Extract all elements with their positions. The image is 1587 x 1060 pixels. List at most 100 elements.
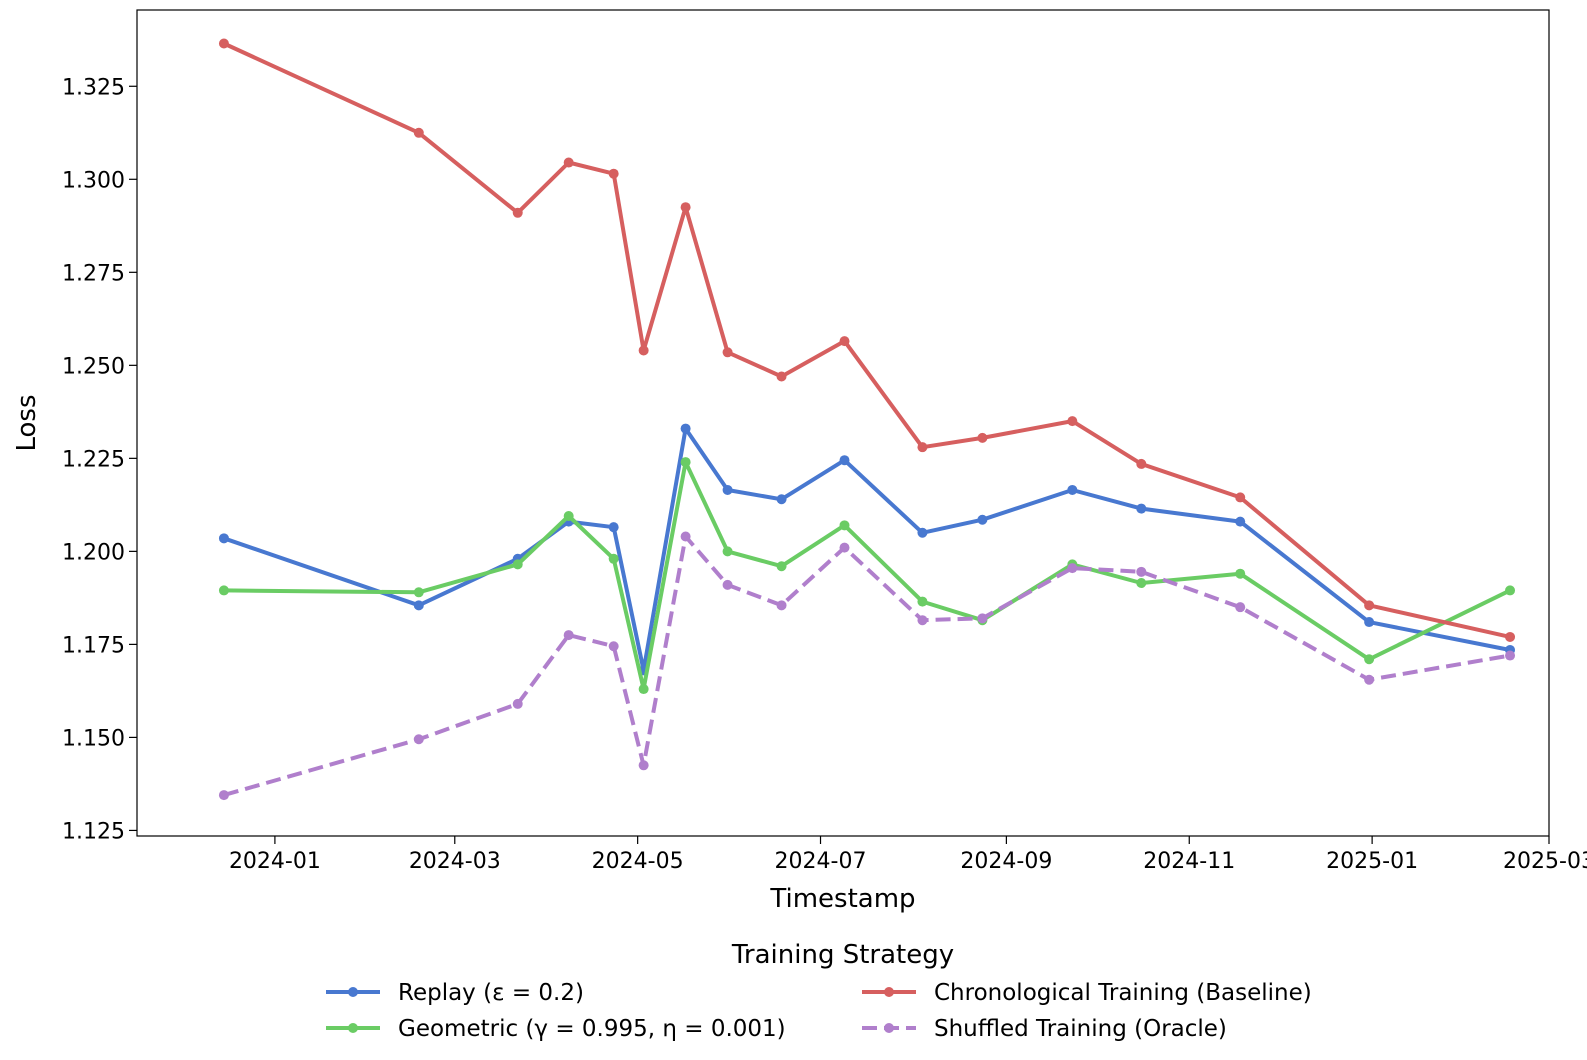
legend-item: Shuffled Training (Oracle)	[862, 1016, 1227, 1042]
data-point	[413, 127, 424, 138]
data-point	[218, 790, 229, 801]
data-point	[512, 559, 523, 570]
data-point	[839, 542, 850, 553]
data-point	[638, 684, 649, 695]
data-point	[608, 522, 619, 533]
legend-item: Geometric (γ = 0.995, η = 0.001)	[326, 1016, 786, 1042]
data-point	[839, 455, 850, 466]
legend-swatch-marker	[884, 1023, 894, 1033]
data-point	[563, 511, 574, 522]
data-point	[218, 38, 229, 49]
legend-item: Replay (ε = 0.2)	[326, 980, 584, 1006]
data-point	[722, 579, 733, 590]
data-point	[563, 630, 574, 641]
x-tick-label: 2024-09	[960, 849, 1052, 874]
data-point	[722, 484, 733, 495]
data-point	[1235, 602, 1246, 613]
legend-label: Shuffled Training (Oracle)	[934, 1016, 1227, 1042]
legend: Training Strategy Replay (ε = 0.2) Geomet…	[326, 940, 1312, 1042]
data-point	[776, 561, 787, 572]
y-axis-title: Loss	[12, 394, 42, 451]
y-tick-label: 1.225	[62, 447, 125, 472]
data-point	[1364, 617, 1375, 628]
data-point	[917, 596, 928, 607]
data-point	[776, 600, 787, 611]
data-point	[1505, 585, 1516, 596]
data-point	[1364, 674, 1375, 685]
series-line	[223, 534, 1511, 798]
legend-title: Training Strategy	[731, 940, 954, 970]
data-point	[1067, 416, 1078, 427]
data-point	[413, 587, 424, 598]
data-point	[608, 641, 619, 652]
data-point	[218, 585, 229, 596]
data-point	[917, 527, 928, 538]
legend-label: Replay (ε = 0.2)	[398, 980, 584, 1006]
data-point	[1067, 563, 1078, 574]
y-tick-label: 1.250	[62, 354, 125, 379]
data-point	[608, 553, 619, 564]
data-point	[917, 442, 928, 453]
data-point	[1505, 650, 1516, 661]
data-point	[680, 423, 691, 434]
data-point	[1235, 568, 1246, 579]
data-point	[1364, 600, 1375, 611]
data-point	[638, 760, 649, 771]
y-tick-label: 1.275	[62, 261, 125, 286]
data-point	[1136, 566, 1147, 577]
legend-item: Chronological Training (Baseline)	[862, 980, 1312, 1006]
data-point	[1136, 577, 1147, 588]
data-point	[512, 698, 523, 709]
y-tick-label: 1.325	[62, 75, 125, 100]
x-tick-label: 2024-05	[592, 849, 684, 874]
data-point	[977, 613, 988, 624]
x-tick-label: 2024-03	[409, 849, 501, 874]
data-point	[638, 345, 649, 356]
y-tick-label: 1.150	[62, 726, 125, 751]
legend-label: Geometric (γ = 0.995, η = 0.001)	[398, 1016, 786, 1042]
data-point	[563, 157, 574, 168]
x-tick-label: 2024-07	[775, 849, 867, 874]
data-point	[1235, 492, 1246, 503]
data-point	[680, 531, 691, 542]
legend-swatch-marker	[348, 987, 358, 997]
y-tick-label: 1.200	[62, 540, 125, 565]
data-point	[1067, 484, 1078, 495]
data-point	[218, 533, 229, 544]
series-group	[218, 38, 1516, 642]
series-group	[218, 531, 1516, 801]
y-axis: 1.125 1.150 1.175 1.200 1.225 1.250 1.275 1.300…	[62, 75, 137, 844]
data-point	[977, 432, 988, 443]
data-point	[776, 371, 787, 382]
x-axis-title: Timestamp	[769, 884, 915, 914]
legend-label: Chronological Training (Baseline)	[934, 980, 1312, 1006]
data-point	[722, 546, 733, 557]
data-point	[839, 336, 850, 347]
x-tick-label: 2025-03	[1503, 849, 1587, 874]
data-point	[917, 615, 928, 626]
x-tick-label: 2025-01	[1326, 849, 1418, 874]
x-axis: 2024-01 2024-03 2024-05 2024-07 2024-09 2024-…	[229, 836, 1587, 874]
data-point	[1505, 631, 1516, 642]
data-point	[1136, 503, 1147, 514]
series-line	[223, 460, 1511, 691]
data-point	[680, 202, 691, 213]
data-point	[1136, 458, 1147, 469]
data-point	[512, 207, 523, 218]
data-point	[776, 494, 787, 505]
data-point	[839, 520, 850, 531]
x-tick-label: 2024-11	[1143, 849, 1235, 874]
data-point	[608, 168, 619, 179]
data-point	[413, 600, 424, 611]
y-tick-label: 1.125	[62, 819, 125, 844]
data-point	[680, 457, 691, 468]
y-tick-label: 1.175	[62, 633, 125, 658]
x-tick-label: 2024-01	[229, 849, 321, 874]
data-point	[977, 514, 988, 525]
series-group	[218, 457, 1516, 695]
legend-swatch-marker	[348, 1023, 358, 1033]
plot-frame	[136, 9, 1550, 837]
data-point	[1364, 654, 1375, 665]
data-point	[722, 347, 733, 358]
